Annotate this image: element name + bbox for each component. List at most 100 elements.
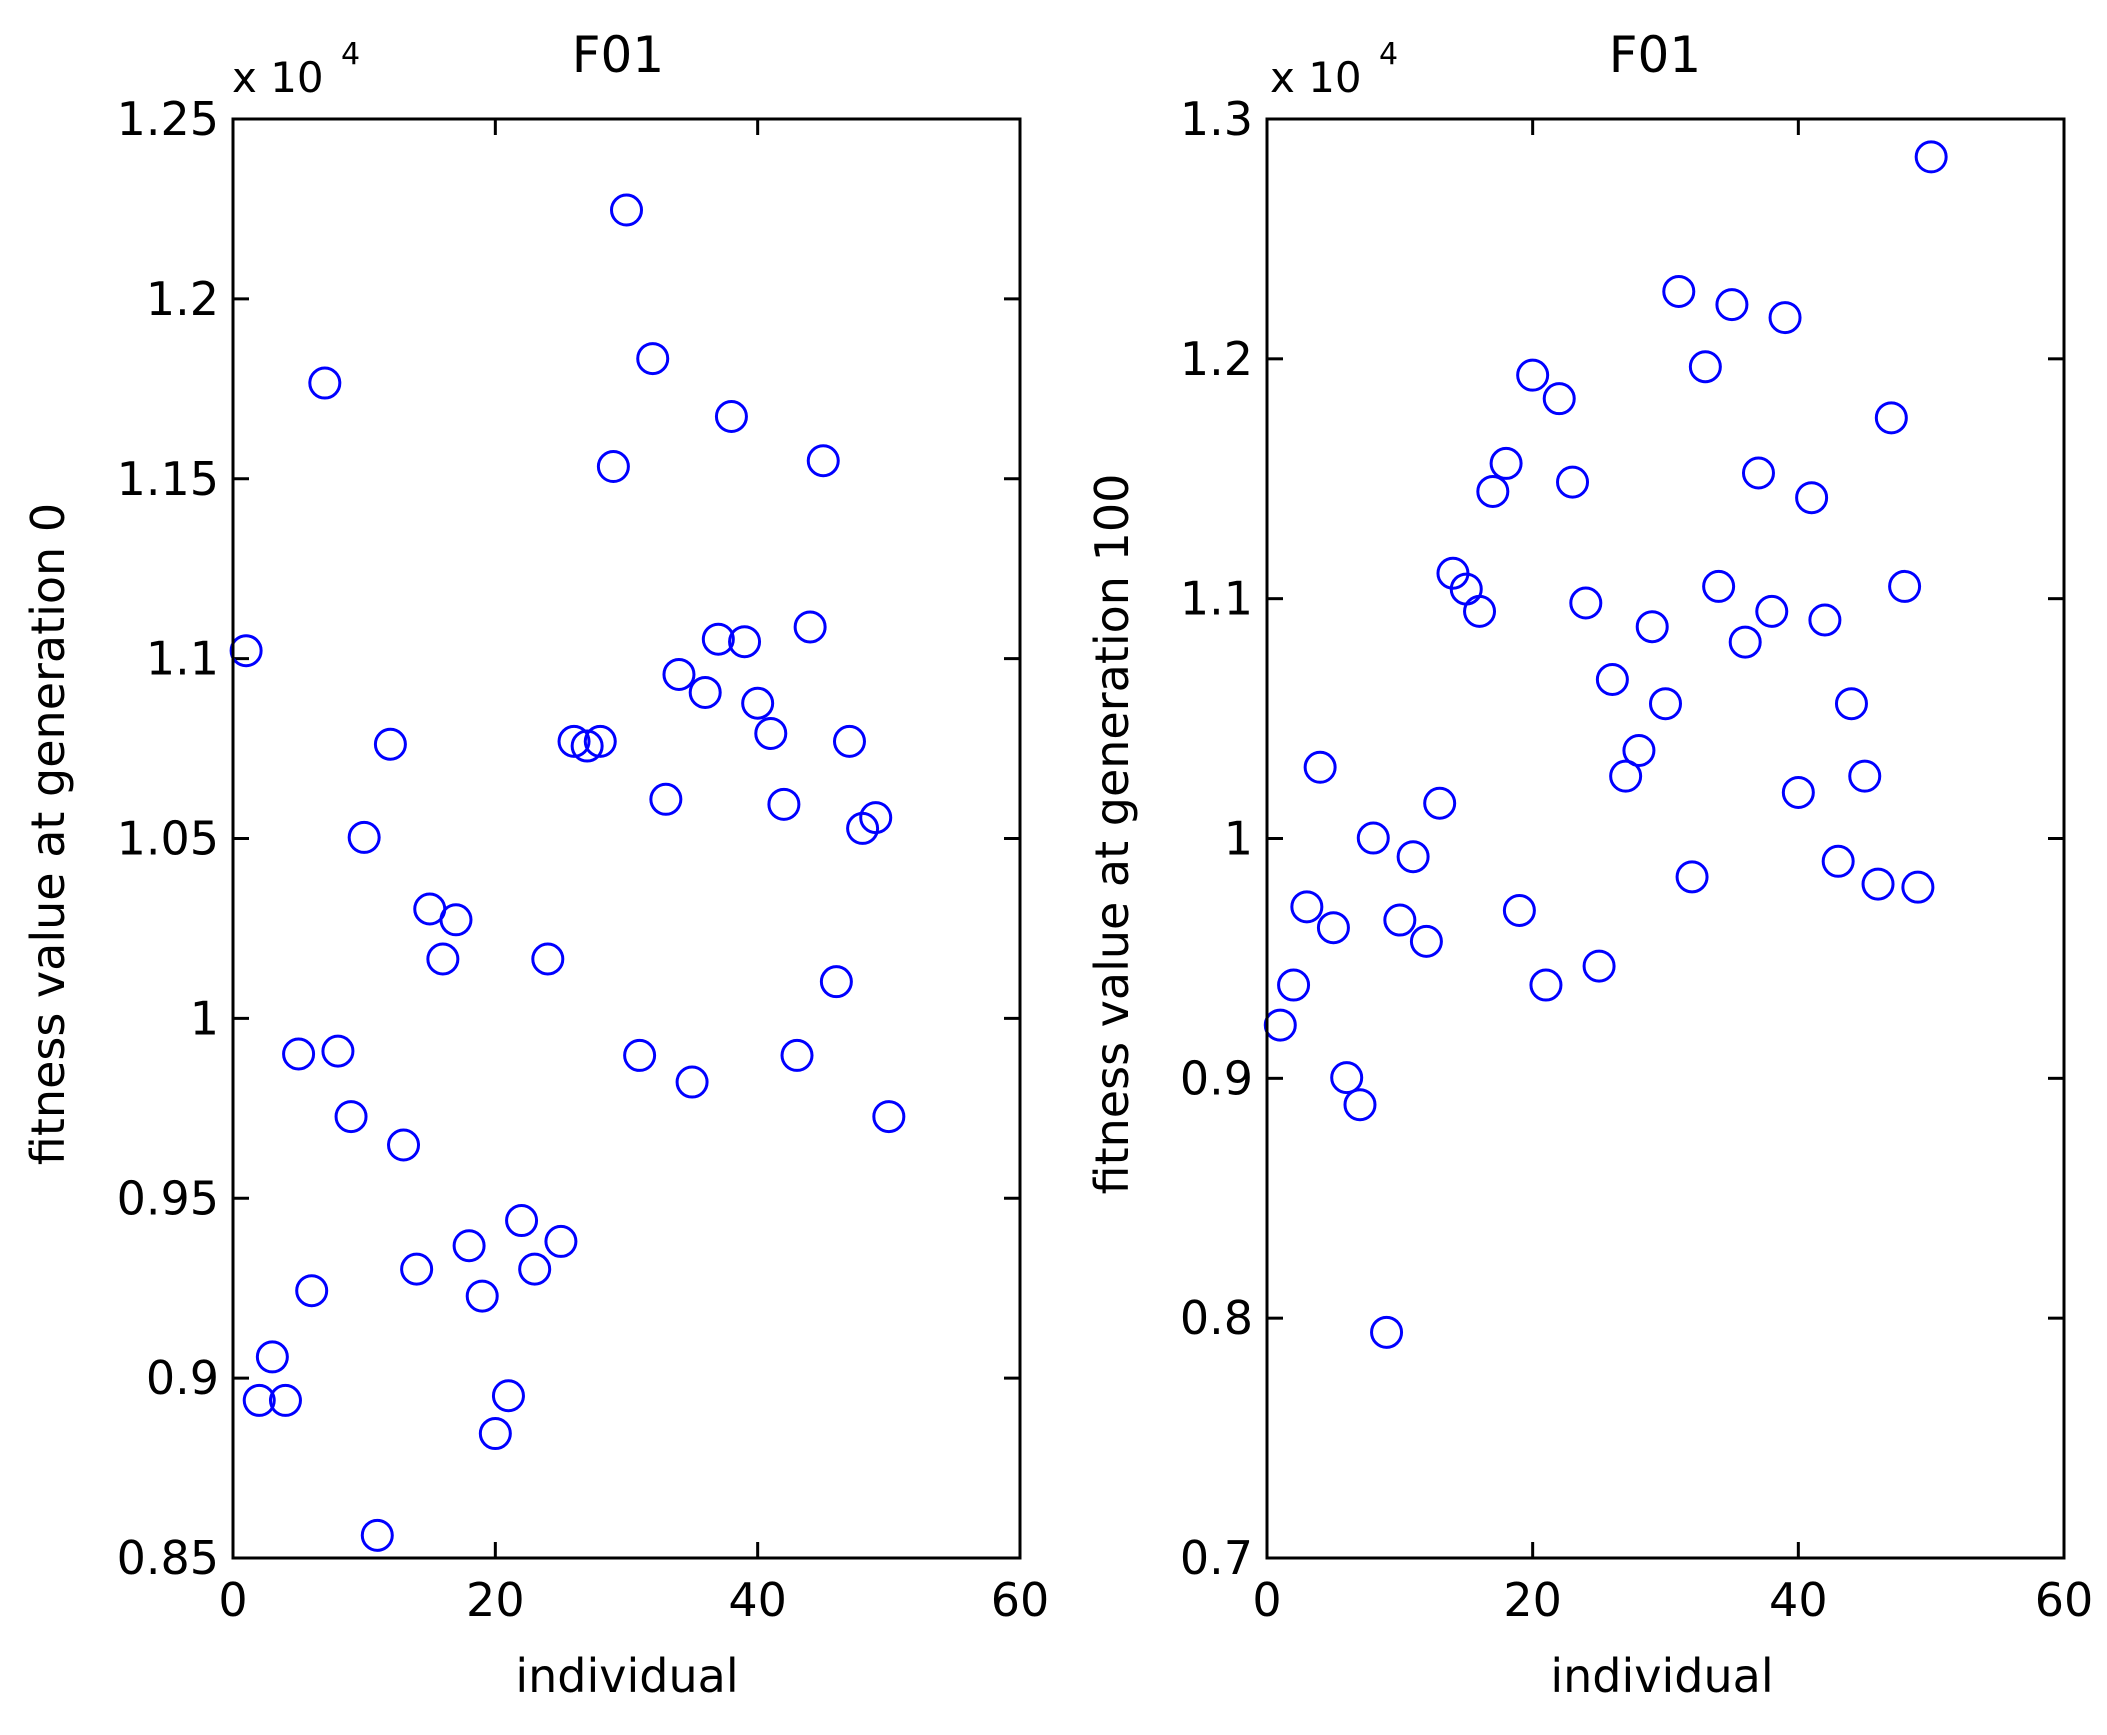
left-data-point [675, 1065, 709, 1099]
left-data-point [452, 1229, 486, 1263]
right-data-point [1901, 870, 1935, 904]
right-xtick-label: 20 [1503, 1573, 1562, 1627]
right-data-point [1303, 750, 1337, 784]
right-data-point [1556, 465, 1590, 499]
right-data-point [1277, 968, 1311, 1002]
left-data-point [846, 811, 880, 845]
right-data-point [1409, 924, 1443, 958]
left-data-point [268, 1383, 302, 1417]
right-data-point [1463, 594, 1497, 628]
left-ticks: 0.85 0.9 0.95 1 1.05 1.1 1.15 1.2 1.25 0 20 40 60 [117, 92, 1050, 1627]
left-data-point [688, 675, 722, 709]
left-data-point [728, 625, 762, 659]
left-x-axis-label: individual [515, 1649, 738, 1703]
right-panel: F01 x 10 4 fitness value at generation 1… [1085, 26, 2093, 1703]
left-ytick-label: 0.85 [117, 1531, 219, 1585]
right-data-point [1874, 401, 1908, 435]
left-data-point [741, 686, 775, 720]
right-data-point [1569, 586, 1603, 620]
left-ytick-label: 1.15 [117, 452, 219, 506]
left-title: F01 [572, 26, 664, 84]
left-multiplier-exponent: 4 [341, 37, 360, 72]
left-y-axis-label: fitness value at generation 0 [21, 503, 75, 1165]
right-data-point [1914, 140, 1948, 174]
right-xtick-label: 0 [1252, 1573, 1281, 1627]
right-data-point [1330, 1061, 1364, 1095]
left-data-point [373, 727, 407, 761]
right-y-axis-label: fitness value at generation 100 [1085, 474, 1139, 1195]
right-data-point [1609, 759, 1643, 793]
right-data-point [1489, 446, 1523, 480]
right-axes-box [1265, 117, 2066, 1560]
right-data-point [1768, 301, 1802, 335]
left-points [229, 193, 906, 1552]
left-axes-box [231, 117, 1022, 1560]
left-data-point [282, 1037, 316, 1071]
left-data-point [255, 1340, 289, 1374]
left-data-point [859, 801, 893, 835]
left-data-point [426, 942, 460, 976]
left-ytick-label: 1.2 [146, 272, 219, 326]
right-data-point [1861, 867, 1895, 901]
right-data-point [1649, 687, 1682, 721]
left-data-point [518, 1252, 552, 1286]
right-data-point [1529, 968, 1563, 1002]
right-multiplier-base: x 10 [1270, 53, 1362, 102]
left-data-point [229, 634, 263, 668]
left-ytick-label: 0.9 [146, 1351, 219, 1405]
left-data-point [649, 782, 683, 816]
left-data-point [334, 1100, 368, 1134]
right-data-point [1662, 274, 1696, 308]
right-xtick-label: 60 [2035, 1573, 2094, 1627]
left-data-point [557, 724, 591, 758]
left-data-point [387, 1128, 421, 1162]
right-data-point [1728, 625, 1762, 659]
left-data-point [819, 965, 853, 999]
left-data-point [583, 724, 617, 758]
right-data-point [1688, 350, 1722, 384]
left-data-point [308, 366, 342, 400]
left-panel: F01 x 10 4 fitness value at generation 0… [21, 26, 1049, 1703]
left-ytick-label: 1 [190, 991, 219, 1045]
left-data-point [242, 1383, 276, 1417]
right-ytick-label: 0.9 [1180, 1051, 1253, 1105]
left-data-point [754, 716, 788, 750]
left-data-point [596, 450, 630, 484]
left-data-point [623, 1038, 657, 1072]
left-ytick-label: 1.05 [117, 812, 219, 866]
right-data-point [1263, 1008, 1297, 1042]
right-y-multiplier: x 10 4 [1270, 37, 1398, 102]
left-data-point [491, 1379, 525, 1413]
right-data-point [1595, 662, 1629, 696]
left-data-point [505, 1204, 539, 1238]
right-data-point [1808, 603, 1842, 637]
left-data-point [662, 657, 696, 691]
left-xtick-label: 40 [728, 1573, 787, 1627]
right-multiplier-exponent: 4 [1379, 37, 1398, 72]
right-data-point [1423, 786, 1457, 820]
right-data-point [1848, 759, 1882, 793]
right-data-point [1383, 903, 1417, 937]
right-data-point [1516, 358, 1550, 392]
right-data-point [1821, 844, 1855, 878]
left-xtick-label: 0 [218, 1573, 247, 1627]
left-ytick-label: 1.1 [146, 632, 219, 686]
right-data-point [1702, 569, 1736, 603]
right-data-point [1834, 687, 1868, 721]
right-data-point [1370, 1315, 1404, 1349]
left-data-point [347, 820, 381, 854]
left-data-point [832, 724, 866, 758]
left-xtick-label: 60 [991, 1573, 1050, 1627]
left-data-point [610, 193, 643, 227]
left-data-point [636, 342, 670, 376]
left-multiplier-base: x 10 [232, 53, 324, 102]
left-data-point [793, 610, 827, 644]
right-data-point [1741, 456, 1775, 490]
right-data-point [1502, 893, 1536, 927]
left-data-point [780, 1038, 814, 1072]
left-data-point [767, 787, 801, 821]
left-data-point [295, 1274, 329, 1308]
right-data-point [1675, 860, 1709, 894]
left-data-point [701, 622, 735, 656]
right-xtick-label: 40 [1769, 1573, 1828, 1627]
